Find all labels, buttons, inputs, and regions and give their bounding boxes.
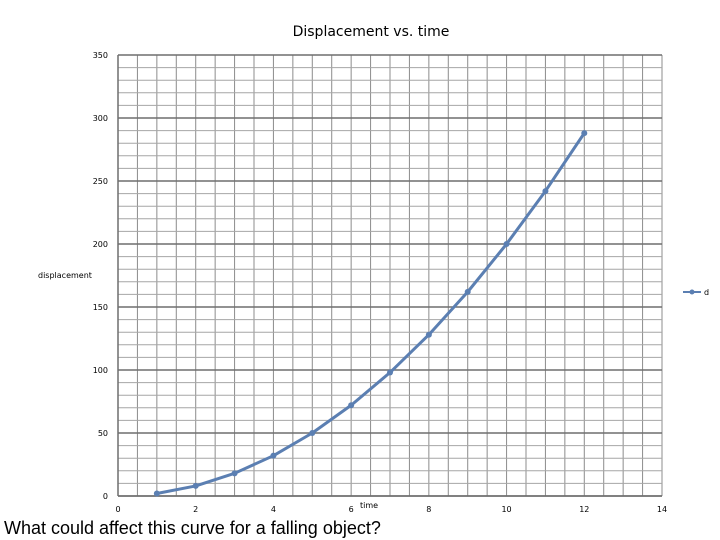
x-tick-label: 8 — [426, 505, 431, 514]
data-point — [425, 331, 432, 338]
data-point — [231, 470, 238, 477]
y-tick-label: 200 — [93, 240, 108, 249]
x-tick-label: 14 — [657, 505, 667, 514]
y-tick-label: 350 — [93, 51, 108, 60]
series-line — [156, 132, 586, 495]
y-tick-label: 250 — [93, 177, 108, 186]
series-d — [153, 130, 588, 497]
y-tick-label: 300 — [93, 114, 108, 123]
data-point — [309, 430, 316, 436]
data-point — [348, 402, 355, 409]
x-axis-label: time — [360, 501, 378, 510]
data-point — [581, 130, 588, 137]
data-point — [153, 490, 160, 497]
x-tick-label: 10 — [501, 505, 511, 514]
x-tick-label: 0 — [115, 505, 120, 514]
data-point — [270, 452, 277, 459]
data-point — [503, 241, 510, 247]
chart: Displacement vs. time 050100150200250300… — [38, 24, 709, 514]
chart-title: Displacement vs. time — [293, 24, 450, 40]
legend: d — [683, 288, 709, 297]
x-tick-label: 4 — [271, 505, 276, 514]
data-point — [387, 369, 393, 376]
grid — [117, 54, 663, 497]
legend-marker — [689, 289, 695, 295]
y-tick-label: 100 — [93, 366, 108, 375]
x-tick-label: 2 — [193, 505, 198, 514]
y-tick-label: 50 — [98, 429, 108, 438]
data-point — [542, 188, 549, 195]
data-point — [464, 288, 471, 295]
y-axis-label: displacement — [38, 271, 92, 280]
y-tick-label: 0 — [103, 492, 108, 501]
x-tick-label: 12 — [579, 505, 589, 514]
x-tick-label: 6 — [349, 505, 354, 514]
data-point — [192, 482, 199, 489]
y-tick-label: 150 — [93, 303, 108, 312]
legend-label: d — [704, 288, 709, 297]
axes — [117, 55, 662, 497]
question-text: What could affect this curve for a falli… — [4, 518, 381, 538]
tick-labels: 0 50 100 150 200 250 300 350 0 2 4 6 8 10 12 14 — [93, 51, 667, 514]
